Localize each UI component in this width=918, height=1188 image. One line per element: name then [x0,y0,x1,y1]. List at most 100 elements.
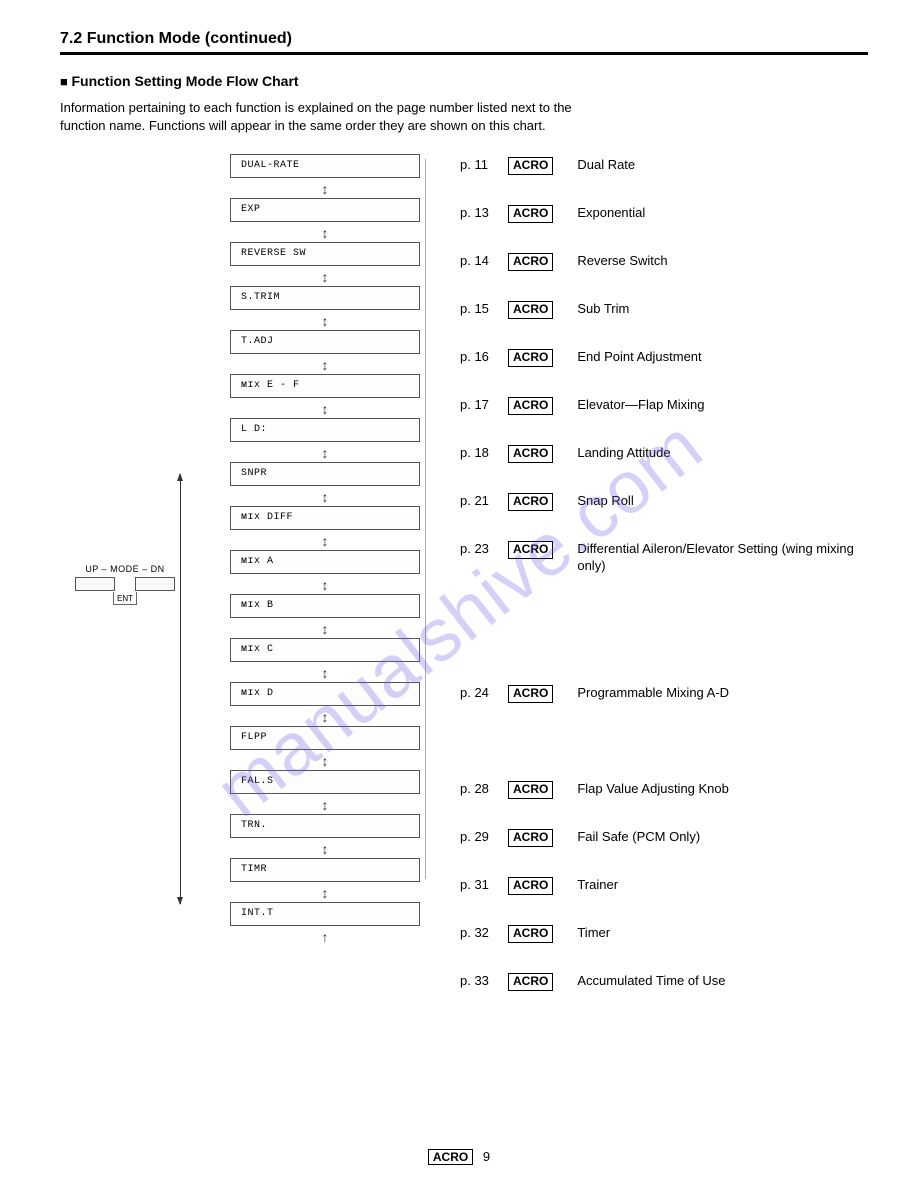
page-ref: p. 23 [460,541,508,556]
page-ref: p. 33 [460,973,508,988]
acro-tag: ACRO [508,829,553,847]
flow-arrow-icon: ↕ [230,178,420,198]
flow-box: ᴍɪx D [230,682,420,706]
flow-box: TRN. [230,814,420,838]
footer-tag: ACRO [428,1149,473,1165]
flow-box: DUAL-RATE [230,154,420,178]
description-row: p. 15ACRO Sub Trim [460,301,860,319]
flow-chart: UP – MODE – DN ENT DUAL-RATE↕EXP↕REVERSE… [60,154,868,1074]
flow-arrow-icon: ↕ [230,442,420,462]
description-text: Trainer [577,877,860,894]
page-ref: p. 24 [460,685,508,700]
flow-box: T.ADJ [230,330,420,354]
acro-tag: ACRO [508,877,553,895]
description-text: Fail Safe (PCM Only) [577,829,860,846]
description-text: Dual Rate [577,157,860,174]
mode-control: UP – MODE – DN ENT [50,564,200,605]
description-row: p. 11ACRO Dual Rate [460,157,860,175]
description-row: p. 21ACROSnap Roll [460,493,860,511]
description-row: p. 14ACRO Reverse Switch [460,253,860,271]
page-ref: p. 14 [460,253,508,268]
flow-arrow-icon: ↕ [230,838,420,858]
acro-tag: ACRO [508,253,553,271]
flow-arrow-icon: ↕ [230,530,420,550]
page-ref: p. 11 [460,157,508,172]
flow-box: TIMR [230,858,420,882]
flow-arrow-icon: ↕ [230,794,420,814]
flow-arrow-icon: ↕ [230,398,420,418]
page-ref: p. 13 [460,205,508,220]
description-text: Accumulated Time of Use [577,973,860,990]
flow-box: S.TRIM [230,286,420,310]
page-footer: ACRO 9 [0,1149,918,1166]
acro-tag: ACRO [508,349,553,367]
description-text: Landing Attitude [577,445,860,462]
flow-arrow-icon: ↕ [230,266,420,286]
description-row: p. 31ACRO Trainer [460,877,860,895]
flow-box: ᴍɪx E - F [230,374,420,398]
acro-tag: ACRO [508,157,553,175]
acro-tag: ACRO [508,685,553,703]
page-ref: p. 32 [460,925,508,940]
flow-arrow-icon: ↕ [230,750,420,770]
flow-arrow-icon: ↕ [230,882,420,902]
acro-tag: ACRO [508,973,553,991]
description-row: p. 18ACROLanding Attitude [460,445,860,463]
page-ref: p. 16 [460,349,508,364]
page-ref: p. 21 [460,493,508,508]
footer-page-number: 9 [483,1149,490,1164]
description-row: p. 32ACRO Timer [460,925,860,943]
flow-box: ᴍɪx B [230,594,420,618]
mode-label: UP – MODE – DN [50,564,200,574]
description-text: Reverse Switch [577,253,860,270]
description-row: p. 33ACRO Accumulated Time of Use [460,973,860,991]
page-ref: p. 28 [460,781,508,796]
flow-arrow-icon: ↕ [230,310,420,330]
ent-button[interactable]: ENT [113,592,137,605]
description-row: p. 23ACRO Differential Aileron/Elevator S… [460,541,860,575]
description-text: End Point Adjustment [577,349,860,366]
page: 7.2 Function Mode (continued) Function S… [0,0,918,1188]
page-ref: p. 17 [460,397,508,412]
description-row: p. 13ACRO Exponential [460,205,860,223]
acro-tag: ACRO [508,301,553,319]
up-button[interactable] [75,577,115,591]
acro-tag: ACRO [508,397,553,415]
flow-arrow-icon: ↑ [230,926,420,946]
description-text: Differential Aileron/Elevator Setting (w… [577,541,860,575]
description-text: Sub Trim [577,301,860,318]
acro-tag: ACRO [508,925,553,943]
flow-box: L D: [230,418,420,442]
flow-box: ᴍɪx A [230,550,420,574]
description-text: Flap Value Adjusting Knob [577,781,860,798]
flow-arrow-icon: ↕ [230,222,420,242]
flow-box: INT.T [230,902,420,926]
page-ref: p. 15 [460,301,508,316]
flow-box: FAL.S [230,770,420,794]
header-title: 7.2 Function Mode (continued) [60,30,292,47]
flow-arrow-icon: ↕ [230,486,420,506]
flow-box: REVERSE SW [230,242,420,266]
section-subheader: Function Setting Mode Flow Chart [60,73,868,89]
acro-tag: ACRO [508,493,553,511]
flow-arrow-icon: ↕ [230,662,420,682]
acro-tag: ACRO [508,781,553,799]
description-row: p. 29ACROFail Safe (PCM Only) [460,829,860,847]
acro-tag: ACRO [508,445,553,463]
flow-box: ᴍɪx C [230,638,420,662]
description-text: Timer [577,925,860,942]
dn-button[interactable] [135,577,175,591]
flow-box: EXP [230,198,420,222]
page-ref: p. 31 [460,877,508,892]
flow-box: ᴍɪx DIFF [230,506,420,530]
flow-column: DUAL-RATE↕EXP↕REVERSE SW↕S.TRIM↕T.ADJ↕ᴍɪ… [230,154,420,946]
acro-tag: ACRO [508,205,553,223]
flow-arrow-icon: ↕ [230,618,420,638]
description-text: Exponential [577,205,860,222]
flow-arrow-icon: ↕ [230,706,420,726]
acro-tag: ACRO [508,541,553,559]
flow-box: FLPP [230,726,420,750]
flow-arrow-icon: ↕ [230,574,420,594]
description-text: Elevator—Flap Mixing [577,397,860,414]
flow-box: SNPR [230,462,420,486]
